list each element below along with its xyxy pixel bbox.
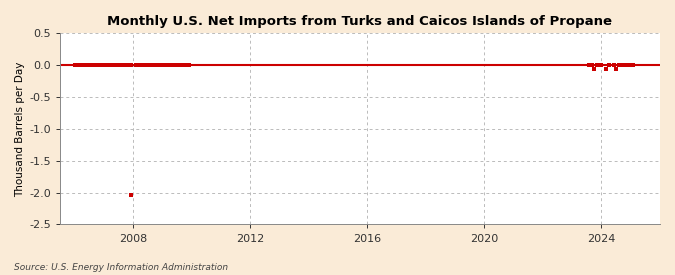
Point: [169, 63, 180, 67]
Point: [103, 63, 114, 67]
Point: [111, 63, 122, 67]
Point: [179, 63, 190, 67]
Point: [608, 63, 619, 67]
Point: [603, 63, 614, 67]
Point: [171, 63, 182, 67]
Point: [113, 63, 124, 67]
Point: [596, 63, 607, 67]
Point: [162, 63, 173, 67]
Point: [126, 63, 136, 67]
Point: [106, 63, 117, 67]
Point: [611, 67, 622, 71]
Point: [587, 63, 597, 67]
Point: [91, 63, 102, 67]
Point: [150, 63, 161, 67]
Point: [120, 63, 131, 67]
Point: [601, 67, 612, 71]
Point: [157, 63, 168, 67]
Point: [99, 63, 109, 67]
Point: [126, 193, 136, 197]
Point: [184, 63, 194, 67]
Point: [140, 63, 151, 67]
Point: [155, 63, 165, 67]
Point: [135, 63, 146, 67]
Point: [147, 63, 158, 67]
Point: [132, 63, 143, 67]
Point: [130, 63, 141, 67]
Point: [118, 63, 129, 67]
Point: [144, 63, 155, 67]
Point: [74, 63, 85, 67]
Point: [86, 63, 97, 67]
Point: [177, 63, 188, 67]
Title: Monthly U.S. Net Imports from Turks and Caicos Islands of Propane: Monthly U.S. Net Imports from Turks and …: [107, 15, 612, 28]
Y-axis label: Thousand Barrels per Day: Thousand Barrels per Day: [15, 61, 25, 197]
Point: [142, 63, 153, 67]
Point: [96, 63, 107, 67]
Point: [167, 63, 178, 67]
Point: [620, 63, 631, 67]
Point: [115, 63, 126, 67]
Point: [618, 63, 629, 67]
Point: [589, 67, 599, 71]
Point: [123, 63, 134, 67]
Point: [72, 63, 82, 67]
Point: [79, 63, 90, 67]
Point: [584, 63, 595, 67]
Point: [84, 63, 95, 67]
Point: [159, 63, 170, 67]
Point: [88, 63, 99, 67]
Point: [174, 63, 185, 67]
Point: [591, 63, 602, 67]
Point: [94, 63, 105, 67]
Point: [623, 63, 634, 67]
Point: [108, 63, 119, 67]
Point: [613, 63, 624, 67]
Point: [625, 63, 636, 67]
Point: [164, 63, 175, 67]
Point: [152, 63, 163, 67]
Point: [182, 63, 192, 67]
Point: [76, 63, 87, 67]
Point: [628, 63, 639, 67]
Point: [69, 63, 80, 67]
Text: Source: U.S. Energy Information Administration: Source: U.S. Energy Information Administ…: [14, 263, 227, 272]
Point: [82, 63, 92, 67]
Point: [101, 63, 111, 67]
Point: [138, 63, 148, 67]
